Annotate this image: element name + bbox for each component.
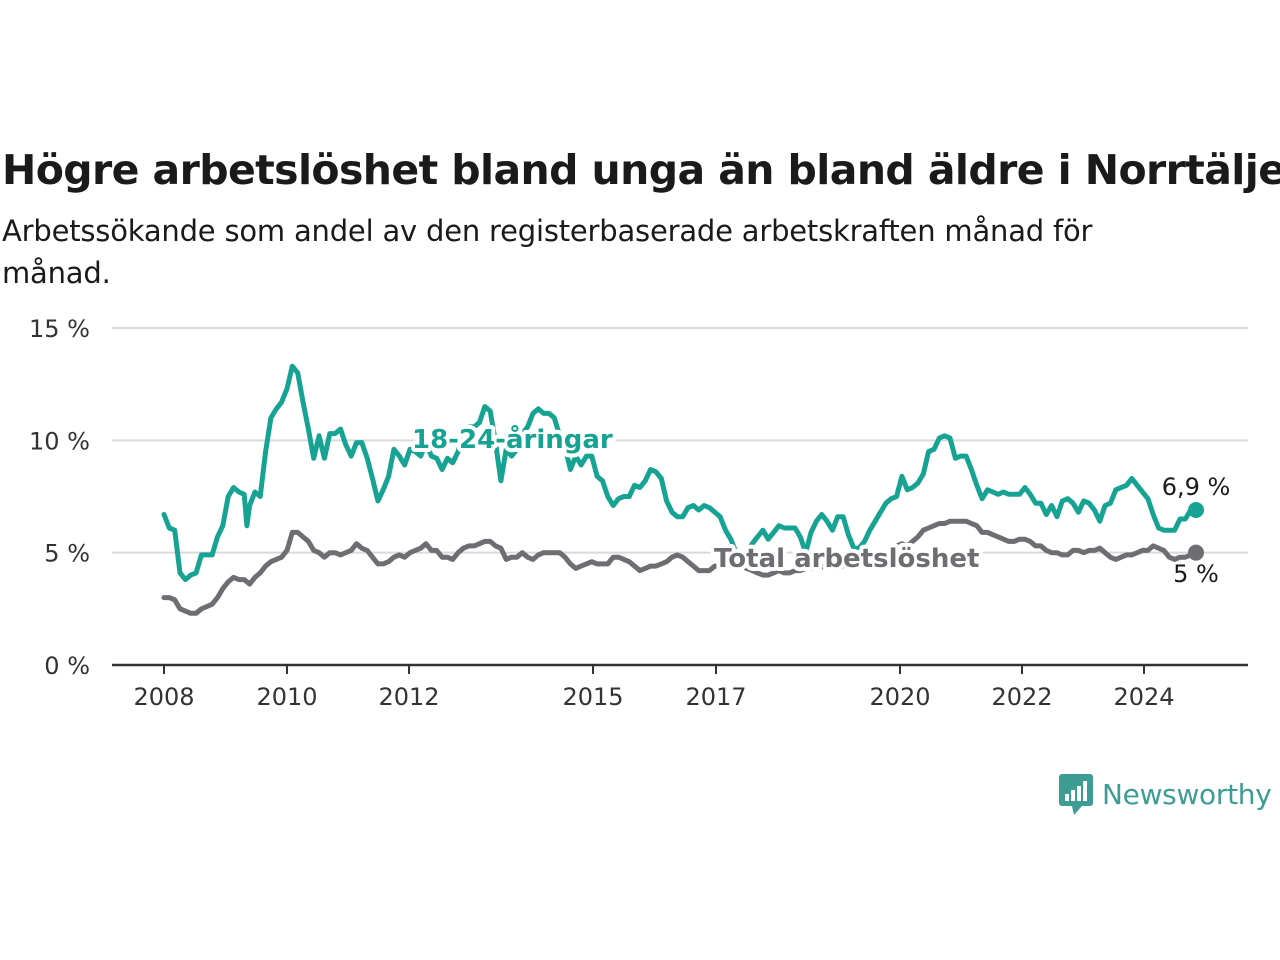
newsworthy-logo: Newsworthy: [1058, 772, 1272, 816]
end-label-total: 5 %: [1173, 560, 1219, 588]
x-tick-label: 2012: [378, 683, 439, 711]
grid-lines: [112, 327, 1248, 667]
logo-text: Newsworthy: [1102, 777, 1272, 811]
y-tick-label: 10 %: [29, 427, 90, 455]
y-tick-label: 5 %: [44, 540, 90, 568]
x-tick-label: 2020: [869, 683, 930, 711]
series-label-youth-halo: 18-24-åringar: [412, 423, 613, 455]
x-axis-ticks: 2008 2010 2012 2015 2017 2020 2022 2024: [133, 665, 1175, 711]
line-chart: 0 %5 %10 %15 % 2008 2010 2012 2015 2017 2020 2…: [29, 315, 1248, 711]
x-tick-label: 2008: [133, 683, 194, 711]
series-label-total-halo: Total arbetslöshet: [714, 544, 979, 574]
y-axis-ticks: 0 % 5 % 10 % 15 %: [29, 315, 90, 680]
series-lines: [161, 363, 1204, 616]
end-point-youth: [1188, 501, 1204, 518]
y-tick-label: 0 %: [44, 652, 90, 680]
y-tick-label: 15 %: [29, 315, 90, 343]
series-label-total-text: Total arbetslöshet: [714, 544, 979, 574]
x-tick-label: 2017: [685, 683, 746, 711]
end-label-youth: 6,9 %: [1162, 473, 1231, 501]
series-line-youth: [161, 363, 1199, 583]
end-point-total: [1188, 544, 1204, 561]
x-tick-label: 2010: [256, 683, 317, 711]
chart-subtitle: Arbetssökande som andel av den registerb…: [2, 214, 1093, 290]
x-tick-label: 2022: [991, 683, 1052, 711]
x-tick-label: 2015: [562, 683, 623, 711]
series-line-total: [161, 518, 1199, 616]
chart-title: Högre arbetslöshet bland unga än bland ä…: [2, 146, 1280, 194]
x-tick-label: 2024: [1113, 683, 1174, 711]
newsworthy-logo-icon: [1059, 774, 1093, 815]
series-label-youth-text: 18-24-åringar: [412, 423, 613, 455]
